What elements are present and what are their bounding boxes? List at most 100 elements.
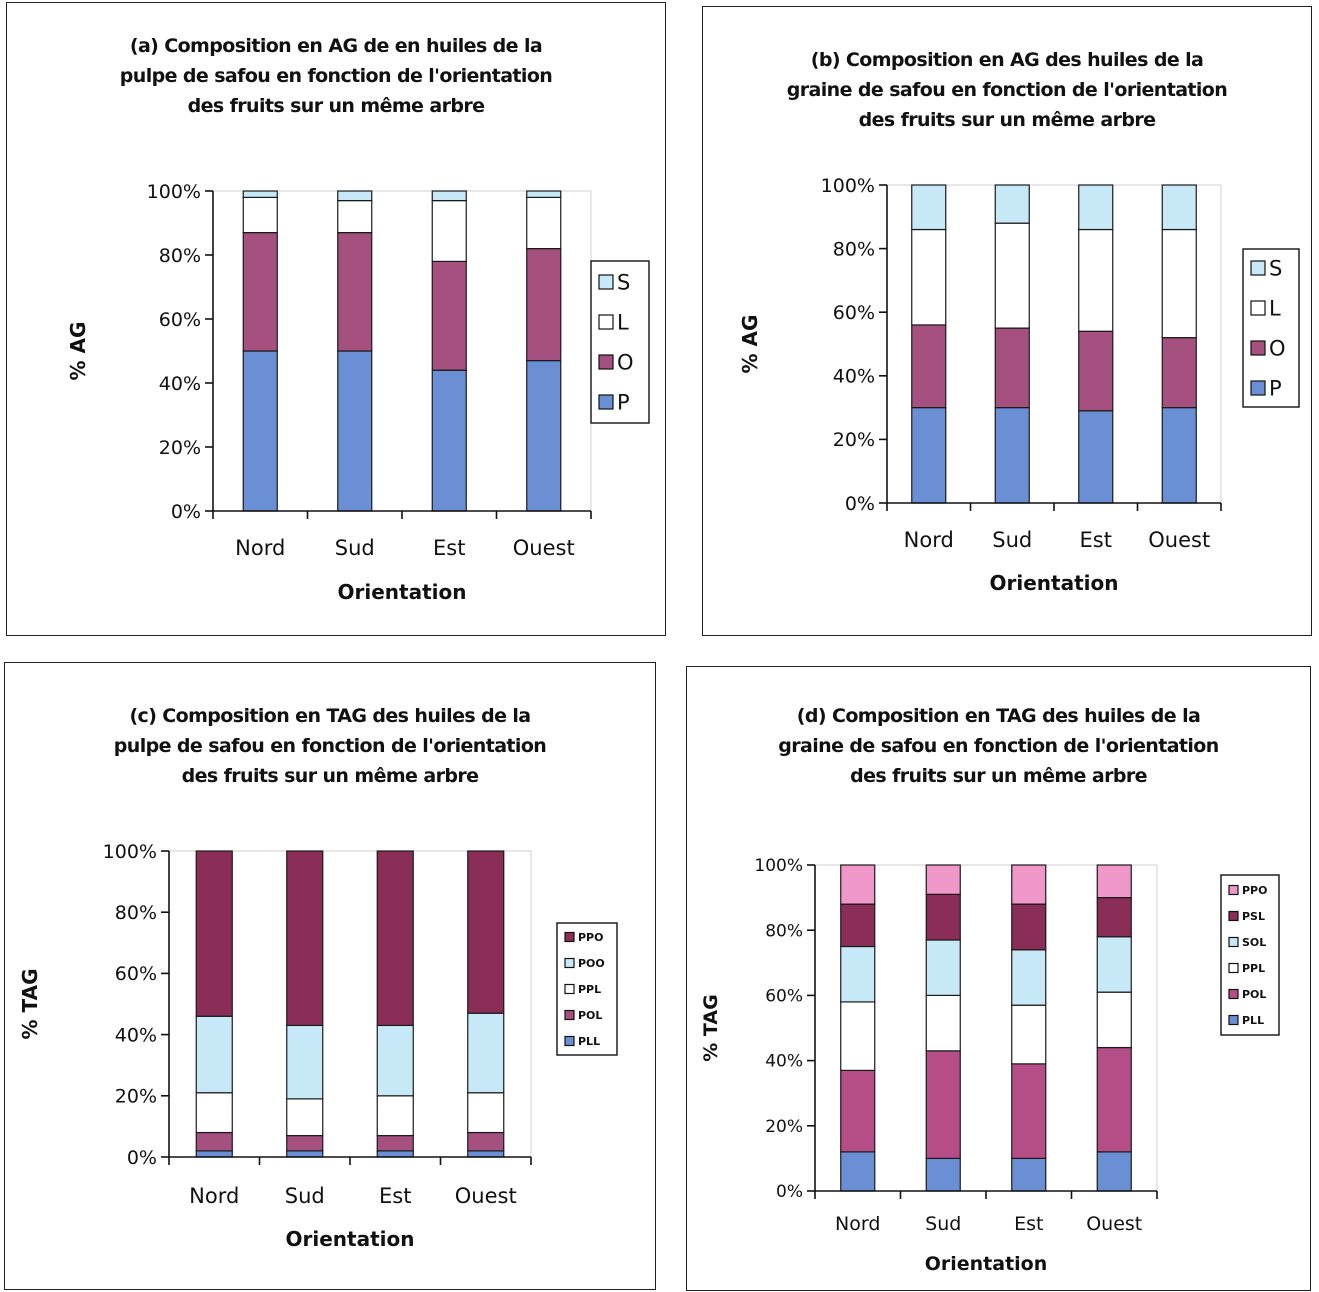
x-tick-label: Sud	[335, 536, 375, 560]
bar-segment	[242, 350, 278, 512]
legend-box	[1220, 874, 1280, 1036]
legend-label: PLL	[578, 1035, 600, 1048]
x-tick-label: Ouest	[455, 1184, 517, 1208]
bar-segment	[431, 190, 467, 202]
bar-segment	[376, 850, 414, 1027]
chart-title: (b) Composition en AG des huiles de la g…	[786, 49, 1228, 131]
y-tick-label: 0%	[845, 493, 875, 515]
y-tick-label: 0%	[171, 501, 201, 523]
y-tick-label: 0%	[776, 1182, 803, 1202]
bar-segment	[1096, 991, 1132, 1049]
legend-label: L	[1269, 297, 1281, 321]
bar-segment	[1161, 337, 1197, 409]
legend-swatch	[564, 1035, 575, 1047]
bar-segment	[526, 196, 562, 250]
bar-segment	[337, 350, 373, 512]
legend-label: P	[1269, 377, 1282, 401]
legend-label: PPL	[1242, 962, 1265, 975]
legend-label: PPO	[1242, 884, 1267, 897]
bar-segment	[1096, 1151, 1132, 1192]
legend-label: O	[617, 351, 634, 375]
bar-segment	[526, 190, 562, 199]
legend-label: P	[617, 391, 630, 415]
y-tick-label: 40%	[833, 366, 875, 388]
x-tick-label: Sud	[925, 1213, 961, 1235]
y-tick-label: 0%	[127, 1147, 157, 1169]
bar-segment	[467, 1131, 505, 1152]
y-tick-label: 20%	[159, 437, 201, 459]
legend-swatch	[1250, 260, 1266, 276]
bar-segment	[286, 1150, 324, 1158]
legend-swatch	[1250, 300, 1266, 316]
bar-segment	[925, 994, 961, 1052]
x-tick-label: Nord	[835, 1213, 880, 1235]
bar-segment	[911, 407, 947, 504]
legend-label: POL	[578, 1009, 602, 1022]
bar-segment	[242, 190, 278, 199]
y-axis-title: % TAG	[700, 994, 722, 1061]
x-tick-label: Sud	[285, 1184, 325, 1208]
legend-swatch	[1250, 380, 1266, 396]
bar-segment	[994, 407, 1030, 504]
legend-label: PPO	[578, 931, 603, 944]
bar-segment	[840, 945, 876, 1003]
legend-swatch	[564, 931, 575, 943]
bar-segment	[911, 324, 947, 409]
y-axis-title: % TAG	[18, 969, 42, 1040]
y-tick-label: 60%	[833, 302, 875, 324]
bar-segment	[337, 232, 373, 352]
bar-segment	[840, 1069, 876, 1153]
chart-title: (d) Composition en TAG des huiles de la …	[778, 705, 1219, 787]
bar-segment	[195, 1131, 233, 1152]
bar-segment	[286, 1024, 324, 1100]
legend-swatch	[564, 957, 575, 969]
bar-segment	[526, 360, 562, 512]
chart-panel-d: (d) Composition en TAG des huiles de la …	[686, 666, 1311, 1291]
legend-swatch	[1228, 936, 1239, 948]
x-tick-label: Ouest	[513, 536, 575, 560]
legend-label: PSL	[1242, 910, 1265, 923]
bar-segment	[925, 1050, 961, 1160]
bar-segment	[1011, 903, 1047, 951]
bar-segment	[911, 184, 947, 231]
bar-segment	[925, 893, 961, 941]
bar-segment	[467, 1092, 505, 1134]
bar-segment	[840, 903, 876, 948]
y-tick-label: 40%	[765, 1052, 803, 1072]
bar-segment	[1078, 330, 1114, 412]
y-tick-label: 100%	[754, 856, 803, 876]
x-axis-title: Orientation	[338, 580, 467, 604]
bar-segment	[1096, 936, 1132, 993]
x-axis-title: Orientation	[925, 1253, 1048, 1275]
bar-segment	[467, 850, 505, 1014]
legend-swatch	[1228, 962, 1239, 974]
chart-plot: 0% 20% 40% 60% 80% 100% Nord Sud Est Ouest Orienta…	[700, 856, 1280, 1275]
y-tick-label: 80%	[115, 902, 157, 924]
y-tick-label: 60%	[159, 309, 201, 331]
bar-segment	[1011, 864, 1047, 905]
y-axis-title: % AG	[66, 322, 90, 381]
legend-label: L	[617, 311, 629, 335]
legend-label: POL	[1242, 988, 1266, 1001]
bar-segment	[195, 1150, 233, 1158]
y-tick-label: 60%	[115, 963, 157, 985]
bar-segment	[376, 1150, 414, 1158]
chart-plot: 0% 20% 40% 60% 80% 100% Nord Sud Est Ouest Orienta…	[738, 175, 1300, 595]
y-axis-title: % AG	[738, 315, 762, 374]
chart-plot: 0% 20% 40% 60% 80% 100% Nord Sud Est Ouest Orienta…	[18, 841, 618, 1251]
x-tick-label: Nord	[235, 536, 285, 560]
bar-segment	[840, 1001, 876, 1071]
legend-swatch	[598, 274, 614, 290]
bar-segment	[431, 260, 467, 371]
y-tick-label: 100%	[147, 181, 201, 203]
bar-segment	[994, 222, 1030, 329]
chart-title: (c) Composition en TAG des huiles de la …	[113, 705, 547, 787]
legend-swatch	[598, 314, 614, 330]
legend-label: S	[617, 271, 630, 295]
y-tick-label: 80%	[765, 921, 803, 941]
bar-segment	[242, 232, 278, 352]
legend-swatch	[1250, 340, 1266, 356]
y-tick-label: 100%	[821, 175, 875, 197]
y-tick-label: 60%	[765, 987, 803, 1007]
x-tick-label: Ouest	[1086, 1213, 1142, 1235]
